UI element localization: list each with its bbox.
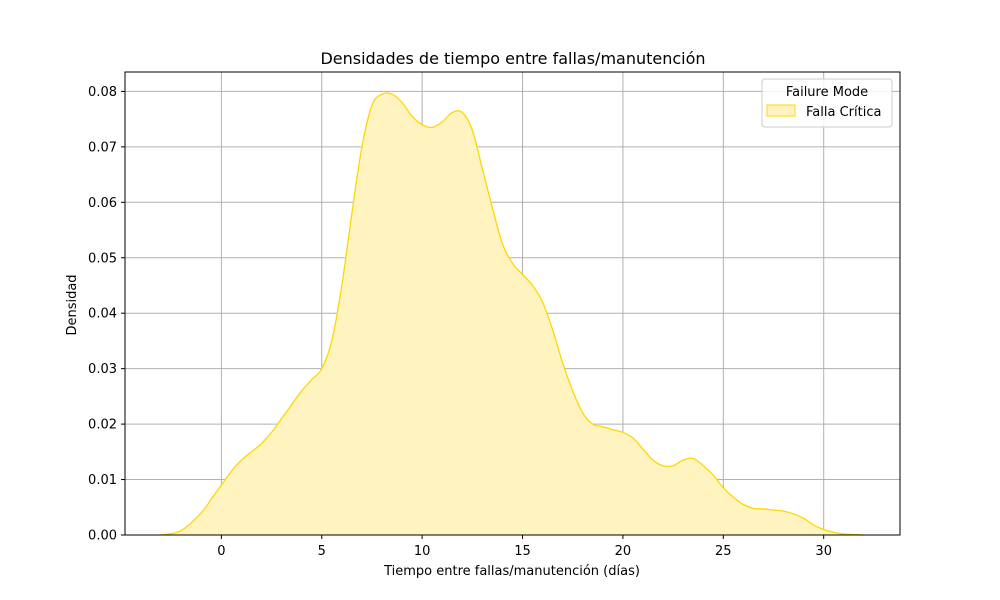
legend: Failure Mode Falla Crítica [761, 78, 893, 128]
x-tick-label: 10 [414, 544, 431, 559]
density-line [161, 92, 864, 536]
density-fill [161, 92, 864, 536]
chart-title: Densidades de tiempo entre fallas/manute… [320, 49, 705, 68]
x-tick-label: 0 [217, 544, 225, 559]
x-tick-label: 20 [615, 544, 632, 559]
x-axis: 0 5 10 15 20 25 30 [217, 535, 832, 559]
legend-swatch [766, 104, 796, 117]
legend-title: Failure Mode [786, 85, 868, 100]
y-tick-label: 0.03 [88, 362, 117, 377]
y-axis-label: Densidad [65, 274, 80, 335]
y-axis: 0.00 0.01 0.02 0.03 0.04 0.05 0.06 0.07 0.08 [88, 85, 125, 544]
y-tick-label: 0.02 [88, 418, 117, 433]
x-tick-label: 5 [318, 544, 326, 559]
legend-entry-label: Falla Crítica [806, 105, 881, 120]
y-tick-label: 0.08 [88, 85, 117, 100]
y-tick-label: 0.06 [88, 196, 117, 211]
x-tick-label: 25 [715, 544, 732, 559]
x-tick-label: 15 [514, 544, 531, 559]
x-axis-label: Tiempo entre fallas/manutención (días) [383, 564, 640, 579]
y-tick-label: 0.05 [88, 251, 117, 266]
y-tick-label: 0.01 [88, 473, 117, 488]
x-tick-label: 30 [815, 544, 832, 559]
y-tick-label: 0.04 [88, 307, 117, 322]
y-tick-label: 0.07 [88, 140, 117, 155]
density-area [161, 92, 864, 536]
y-tick-label: 0.00 [88, 529, 117, 544]
plot-frame [124, 71, 901, 536]
grid-lines [125, 72, 900, 536]
